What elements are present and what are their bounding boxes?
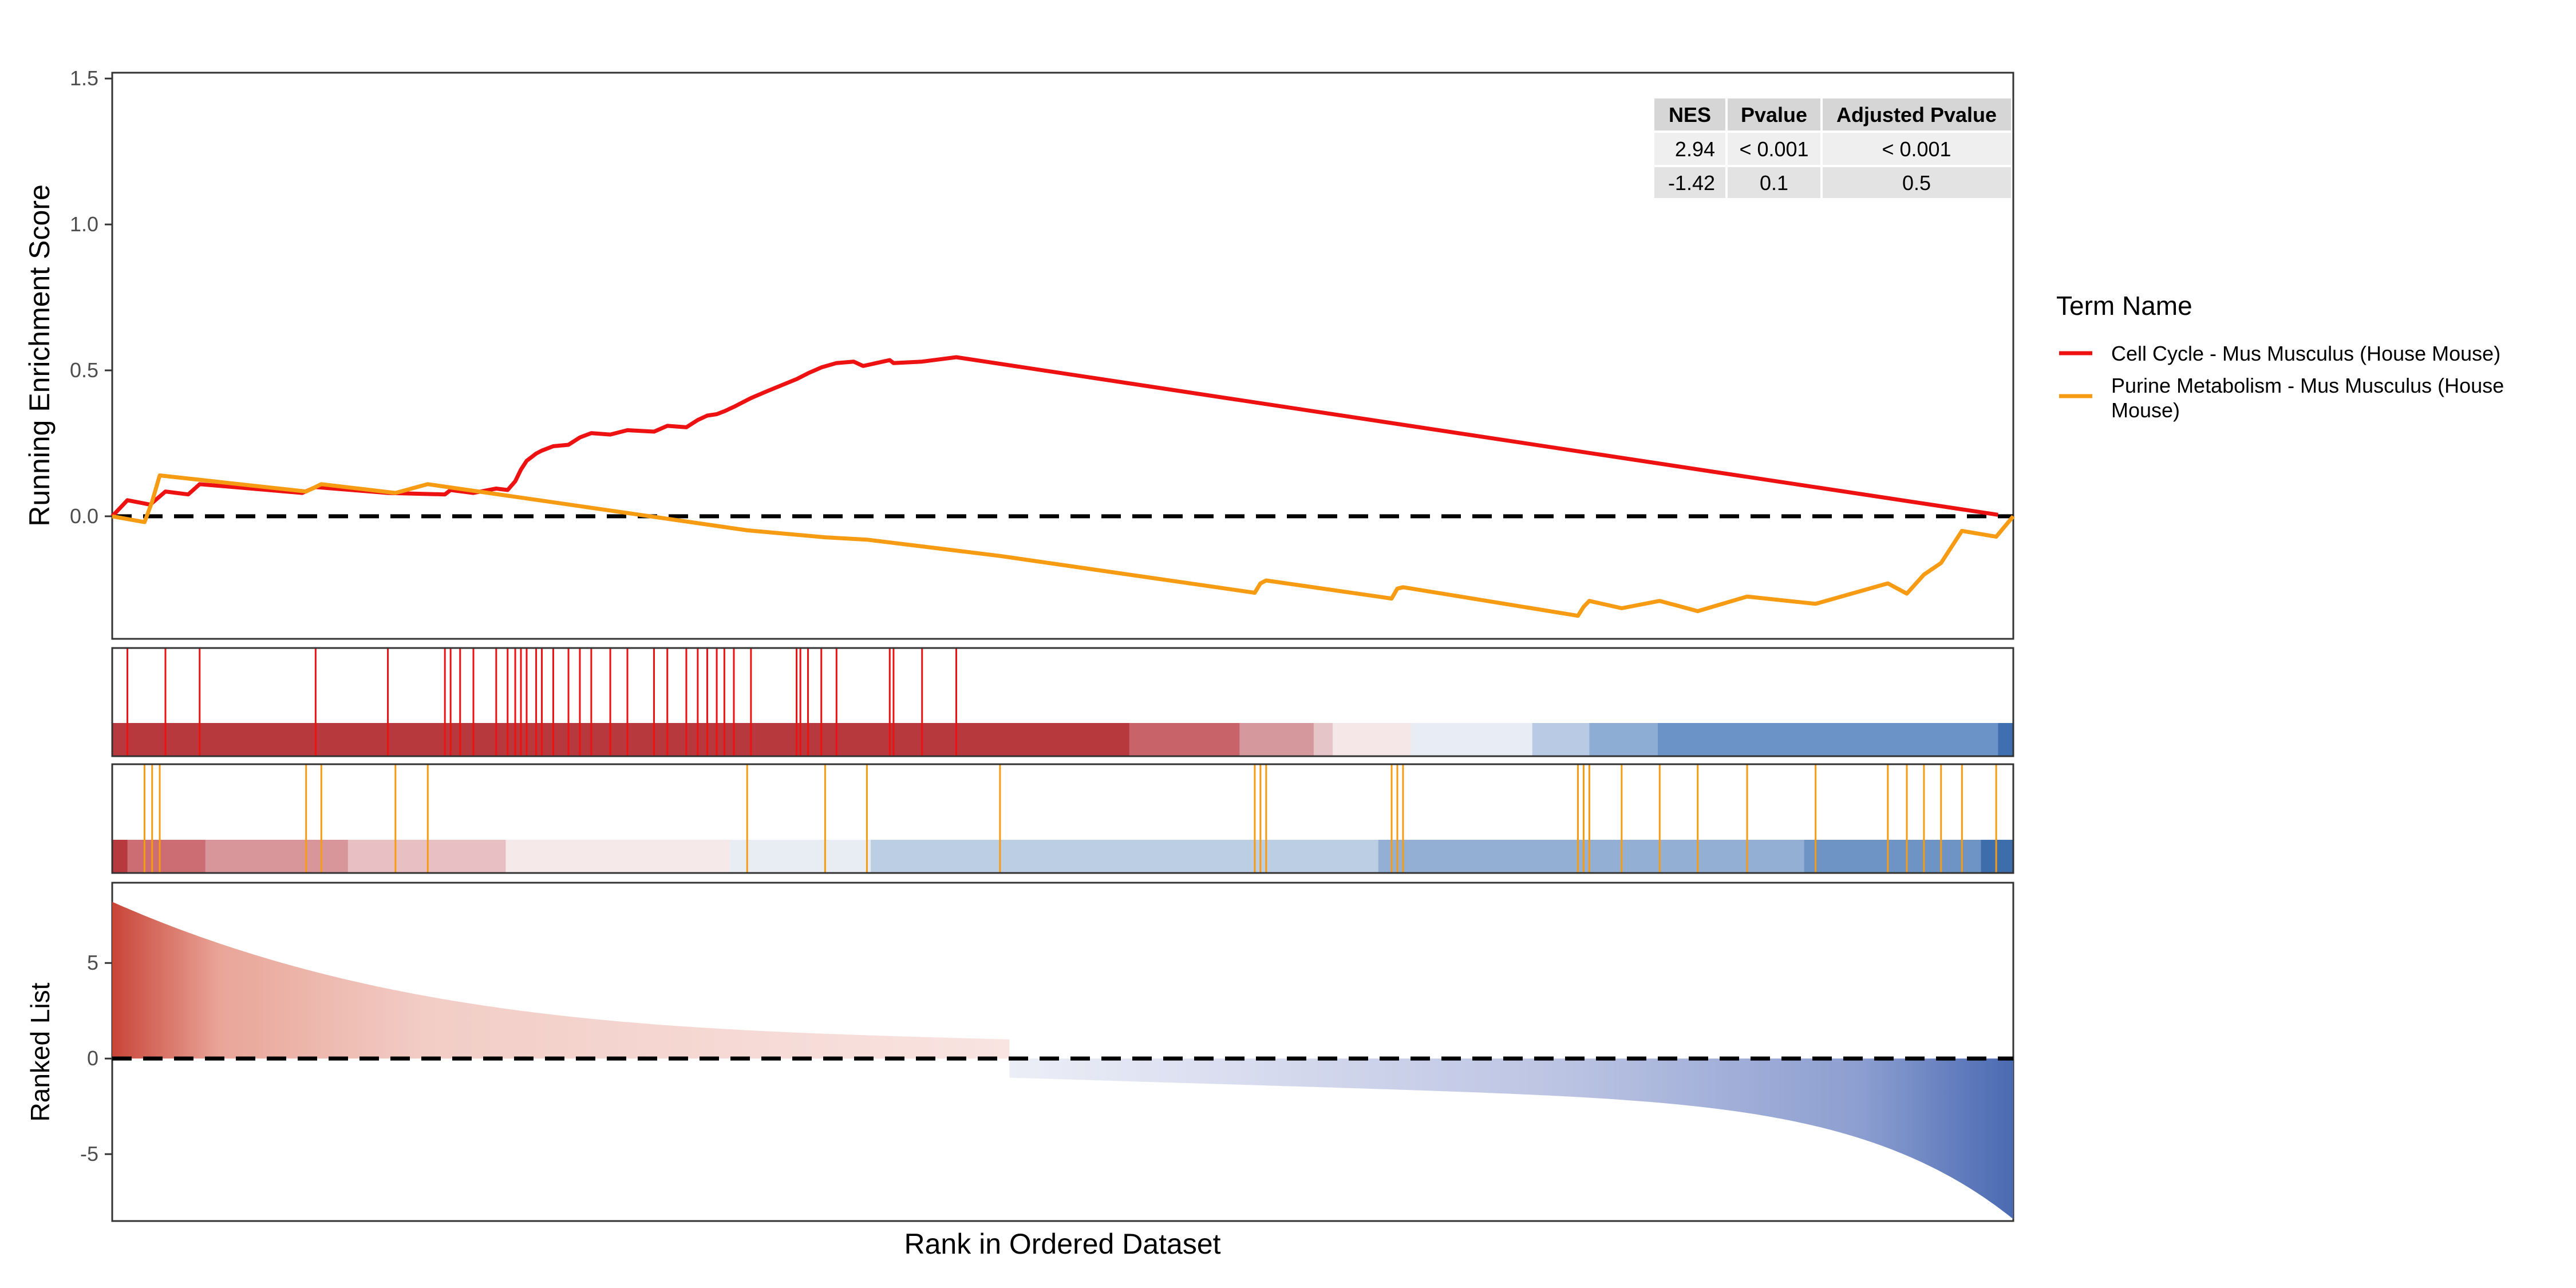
table-cell-pvalue: < 0.001 — [1739, 137, 1808, 161]
running-score-line-purine-metabolism — [112, 473, 2015, 618]
rank-color-band — [1411, 723, 1533, 756]
ranked-list-negative-area — [1009, 1058, 2013, 1219]
hits-panel-border — [111, 647, 2014, 757]
table-cell-pvalue: 0.1 — [1760, 171, 1788, 195]
es-y-tick-label: 1.5 — [70, 66, 98, 90]
es-y-tick-label: 0.5 — [70, 358, 98, 382]
rank-color-band — [1129, 723, 1240, 756]
rank-color-band — [1981, 840, 2014, 873]
rank-color-band — [1333, 723, 1411, 756]
rank-color-band — [730, 840, 871, 873]
rank-y-tick-label: 5 — [87, 951, 98, 974]
table-cell-bg — [1654, 133, 1725, 165]
rank-color-band — [1657, 723, 1998, 756]
hits-panel-border — [111, 763, 2014, 874]
table-cell-adjusted-pvalue: < 0.001 — [1882, 137, 1951, 161]
table-cell-nes: 2.94 — [1675, 137, 1715, 161]
x-axis-title: Rank in Ordered Dataset — [904, 1228, 1220, 1260]
rank-color-band — [1589, 723, 1658, 756]
rank-y-tick-label: -5 — [80, 1142, 98, 1165]
rank-color-band — [505, 840, 730, 873]
running-score-line-cell-cycle — [110, 355, 1998, 518]
rank-y-tick-label: 0 — [87, 1046, 98, 1070]
es-y-tick-label: 0.0 — [70, 504, 98, 528]
es-y-tick-label: 1.0 — [70, 212, 98, 236]
table-header-cell — [1823, 98, 2011, 131]
table-cell-bg — [1728, 133, 1820, 165]
table-header-cell — [1654, 98, 1725, 131]
table-cell-bg — [1728, 167, 1820, 198]
table-header-nes: NES — [1669, 103, 1711, 127]
table-cell-nes: -1.42 — [1668, 171, 1715, 195]
rank-color-band — [1998, 723, 2014, 756]
hits-panel-cell-cycle — [111, 647, 2014, 757]
stats-table: NES Pvalue Adjusted Pvalue 2.94 < 0.001 … — [1654, 98, 2011, 198]
ranked-list-positive-area — [112, 902, 1010, 1059]
rank-color-band — [205, 840, 349, 873]
ranked-list-panel: -5 0 5 Ranked List — [25, 882, 2014, 1222]
es-axis-title: Running Enrichment Score — [23, 184, 56, 527]
running-score-panel-border — [111, 72, 2014, 640]
table-cell-bg — [1654, 167, 1725, 198]
running-score-panel: 0.0 0.5 1.0 1.5 Running Enrichment Score NE… — [23, 66, 2015, 640]
legend-label-purine-metabolism: Purine Metabolism - Mus Musculus (House — [2111, 374, 2504, 397]
rank-color-band — [112, 840, 128, 873]
rank-color-band — [1532, 723, 1590, 756]
table-header-pvalue: Pvalue — [1741, 103, 1807, 127]
legend-title: Term Name — [2056, 291, 2192, 321]
legend: Term Name Cell Cycle - Mus Musculus (Hou… — [2056, 291, 2504, 422]
rank-color-band — [1239, 723, 1314, 756]
rank-color-band — [1313, 723, 1333, 756]
table-header-cell — [1728, 98, 1820, 131]
table-cell-adjusted-pvalue: 0.5 — [1902, 171, 1931, 195]
table-cell-bg — [1823, 167, 2011, 198]
rank-color-band — [127, 840, 206, 873]
hits-panel-purine-metabolism — [111, 763, 2014, 874]
rank-color-band — [1378, 840, 1805, 873]
rank-color-band — [871, 840, 1379, 873]
rank-color-band — [1804, 840, 1982, 873]
ranked-list-axis-title: Ranked List — [25, 982, 55, 1121]
legend-label-cell-cycle: Cell Cycle - Mus Musculus (House Mouse) — [2111, 342, 2500, 365]
table-header-adjusted-pvalue: Adjusted Pvalue — [1836, 103, 1997, 127]
table-cell-bg — [1823, 133, 2011, 165]
legend-label-purine-metabolism-continued: Mouse) — [2111, 398, 2180, 422]
rank-color-band — [112, 723, 1130, 756]
